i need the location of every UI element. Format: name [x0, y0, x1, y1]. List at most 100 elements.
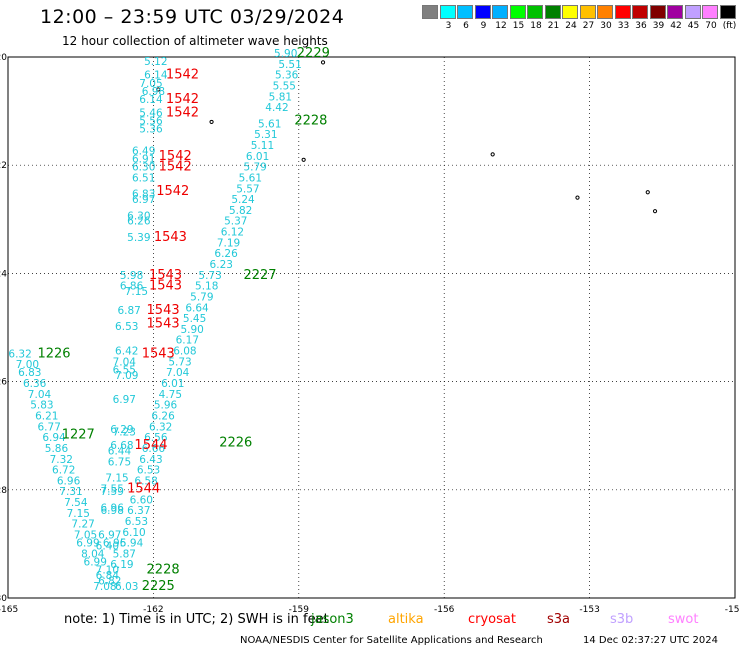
legend-swatch	[457, 5, 473, 19]
wave-height-label: 7.08	[93, 581, 116, 593]
wave-height-label: 6.21	[35, 410, 58, 422]
wave-height-label: 6.32	[8, 348, 31, 360]
island-marker	[209, 119, 214, 125]
x-tick-label: -156	[434, 605, 455, 615]
legend-swatch	[439, 5, 456, 19]
wave-height-label: 4.75	[159, 389, 182, 401]
wave-height-label: 5.46	[139, 108, 163, 120]
wave-height-label: 5.96	[154, 400, 178, 412]
wave-height-label: 6.40	[96, 540, 119, 552]
wave-height-label: 5.37	[224, 216, 247, 228]
wave-height-label: 6.30	[127, 210, 150, 222]
legend-label: 33	[617, 21, 630, 31]
wave-height-label: 6.98	[142, 86, 165, 98]
wave-height-label: 6.19	[110, 559, 133, 571]
legend-swatch	[562, 5, 578, 19]
wave-height-label: 6.91	[132, 153, 155, 165]
wave-height-label: 5.51	[278, 59, 301, 71]
wave-height-label: 5.36	[139, 124, 163, 136]
wave-height-label: 8.04	[81, 548, 105, 560]
legend-label: 30	[600, 21, 612, 31]
pass-number-label: 1544	[134, 438, 167, 453]
wave-height-label: 4.42	[265, 102, 288, 114]
wave-height-label: 6.08	[173, 346, 196, 358]
pass-number-label: 1543	[149, 279, 182, 294]
wave-height-label: 6.72	[52, 465, 75, 477]
generation-timestamp: 14 Dec 02:37:27 UTC 2024	[583, 635, 718, 646]
wave-height-label: 6.03	[115, 581, 138, 593]
legend-swatch	[614, 5, 631, 19]
wave-height-label: 7.05	[74, 529, 97, 541]
wave-height-label: 6.77	[38, 421, 61, 433]
wave-height-label: 6.94	[42, 432, 66, 444]
pass-number-label: 1543	[149, 268, 182, 283]
wave-height-label: 6.82	[98, 575, 121, 587]
wave-height-label: 6.53	[137, 465, 160, 477]
wave-height-label: 7.05	[139, 78, 162, 90]
island-marker	[156, 87, 161, 92]
map-subtitle: 12 hour collection of altimeter wave hei…	[62, 34, 328, 48]
wave-height-label: 5.36	[275, 70, 299, 82]
wave-height-label: 5.87	[113, 548, 136, 560]
legend-swatch	[649, 5, 666, 19]
wave-height-label: 6.96	[103, 538, 127, 550]
legend-swatch	[474, 5, 491, 19]
wave-height-label: 7.32	[50, 454, 73, 466]
wave-height-label: 6.43	[139, 454, 162, 466]
legend-swatch	[667, 5, 683, 19]
wave-height-label: 5.90	[274, 48, 297, 60]
legend-swatch	[544, 5, 561, 19]
wave-height-label: 5.98	[120, 270, 143, 282]
legend-label: 45	[687, 21, 700, 31]
wave-height-label: 6.83	[132, 189, 155, 201]
wave-height-label: 7.59	[101, 486, 124, 498]
wave-height-label: 6.99	[84, 557, 107, 569]
x-tick-label: -162	[143, 605, 163, 615]
wave-height-label: 7.15	[67, 508, 90, 520]
y-tick-label: -20	[0, 53, 7, 63]
wave-height-label: 6.56	[144, 432, 168, 444]
wave-height-label: 6.30	[132, 162, 155, 174]
pass-number-label: 1542	[166, 92, 199, 107]
satellite-name: jason3	[311, 612, 354, 627]
wave-height-label: 5.18	[195, 281, 218, 293]
pass-number-label: 1543	[147, 317, 180, 332]
island-marker	[645, 190, 650, 195]
pass-number-label: 2225	[142, 579, 175, 594]
wave-height-label: 7.04	[28, 389, 52, 401]
wave-height-label: 5.79	[243, 162, 266, 174]
wave-height-label: 6.75	[108, 456, 131, 468]
wave-height-label: 6.97	[113, 394, 136, 406]
legend-label: 24	[565, 21, 577, 31]
pass-number-label: 1543	[142, 346, 175, 361]
pass-number-label: 1227	[62, 427, 95, 442]
y-tick-label: -28	[0, 486, 7, 496]
wave-height-label: 6.55	[113, 364, 136, 376]
wave-height-label: 6.66	[142, 443, 166, 455]
pass-number-label: 1543	[147, 303, 180, 318]
legend-label: 36	[635, 21, 647, 31]
wave-height-label: 6.64	[185, 302, 209, 314]
wave-height-label: 6.68	[110, 440, 133, 452]
pass-number-label: 1542	[159, 149, 192, 164]
wave-height-label: 6.36	[23, 378, 47, 390]
footnote: note: 1) Time is in UTC; 2) SWH is in fe…	[64, 612, 329, 627]
wave-height-label: 7.55	[101, 484, 124, 496]
wave-height-label: 5.83	[30, 400, 53, 412]
wave-height-label: 6.10	[122, 527, 145, 539]
pass-number-label: 1543	[154, 230, 187, 245]
wave-height-label: 6.23	[210, 259, 233, 271]
wave-height-label: 7.31	[59, 486, 82, 498]
wave-height-label: 5.56	[139, 116, 163, 128]
legend-label: 70	[705, 21, 717, 31]
wave-height-label: 6.42	[115, 346, 138, 358]
wave-height-label: 7.15	[125, 286, 148, 298]
legend-label: 3	[445, 21, 452, 31]
island-marker	[652, 209, 658, 214]
wave-height-label: 6.12	[221, 227, 244, 239]
wave-height-label: 7.27	[71, 519, 94, 531]
wave-height-label: 6.86	[120, 281, 144, 293]
wave-height-label: 5.79	[190, 291, 213, 303]
wave-height-label: 7.54	[64, 497, 88, 509]
